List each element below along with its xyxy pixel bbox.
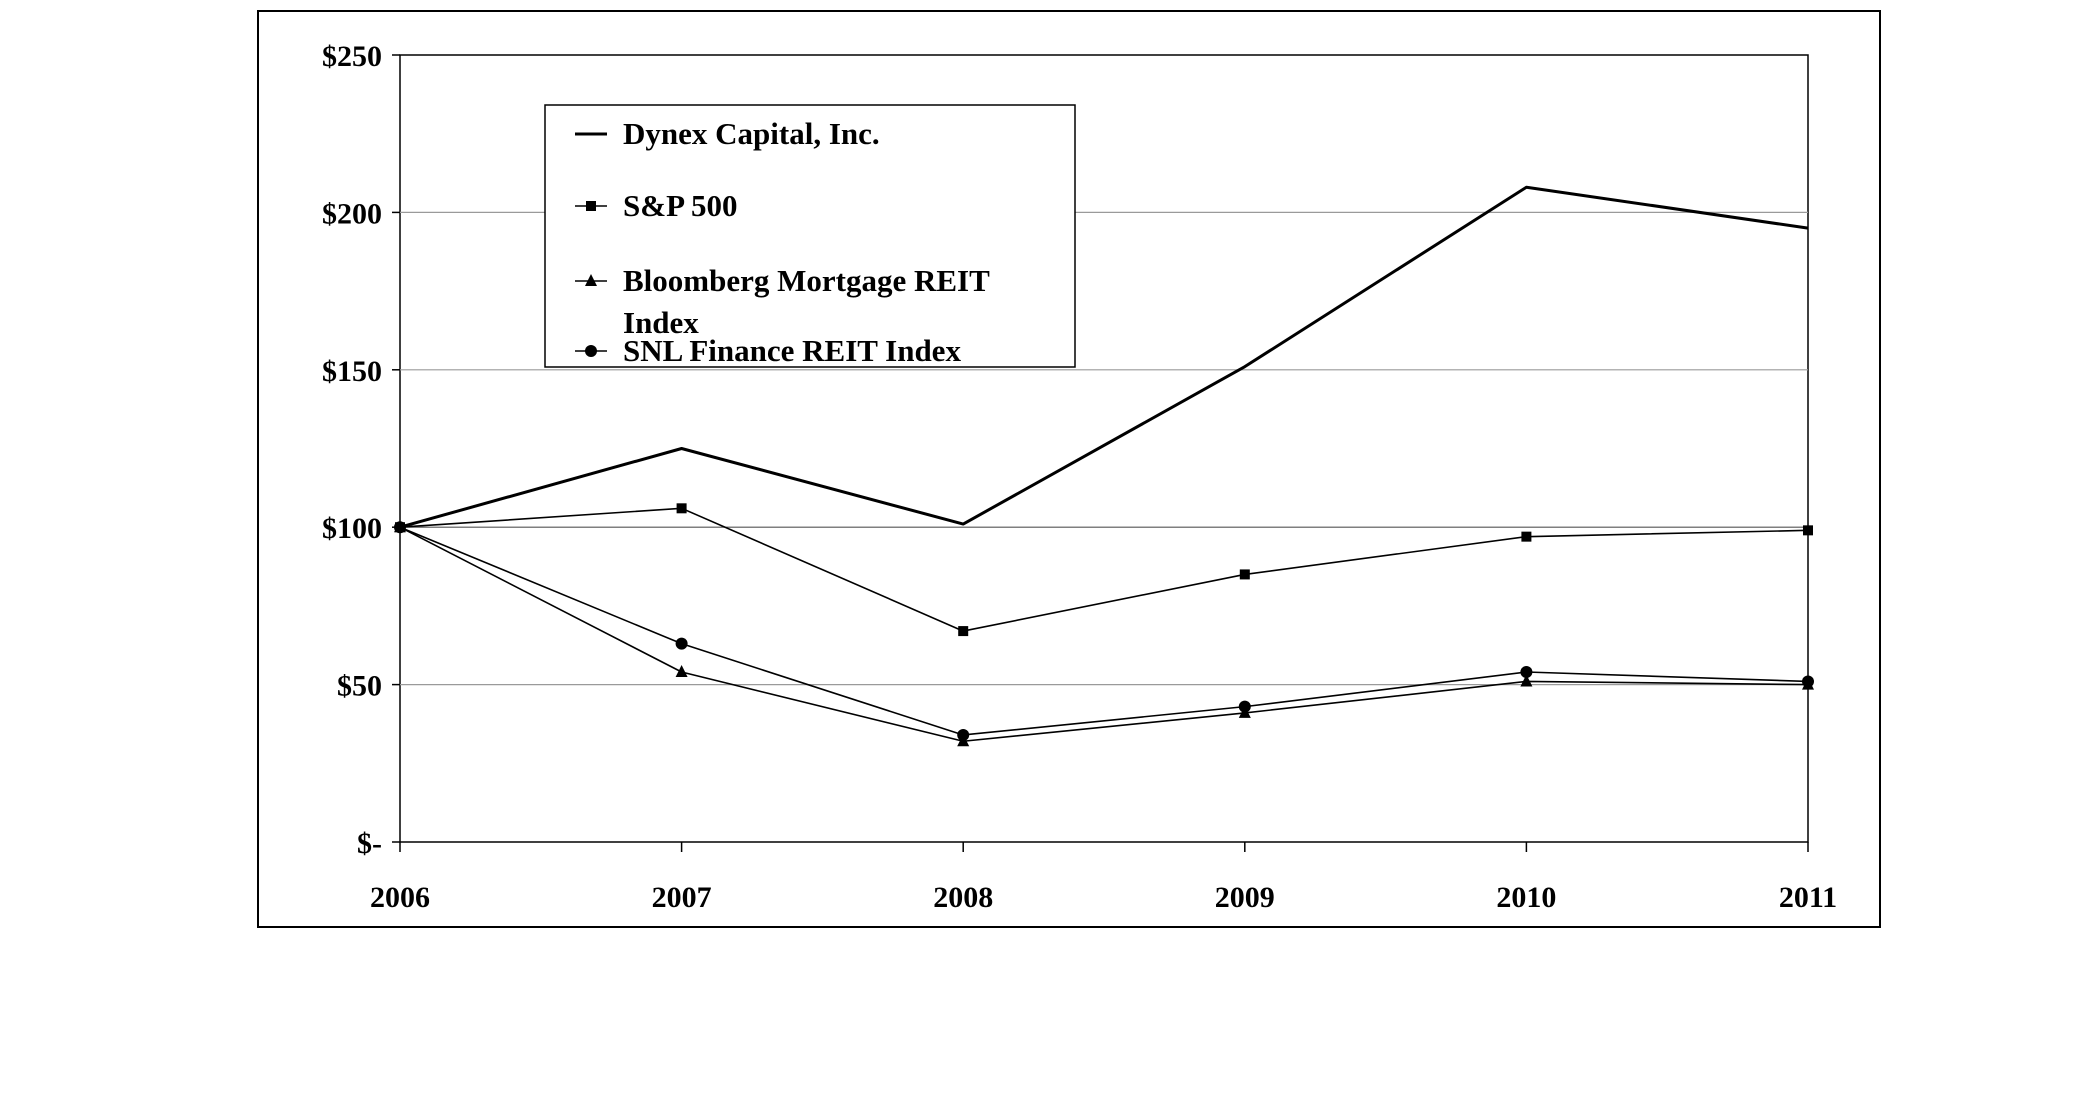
legend-label-bloomberg-mortgage-reit-index: Bloomberg Mortgage REIT Index	[623, 263, 990, 340]
y-tick-label: $-	[357, 827, 382, 860]
series-dynex-capital-inc	[399, 185, 1809, 529]
x-tick-label: 2008	[933, 881, 993, 914]
data-point-snl-finance-reit-index	[957, 728, 970, 741]
data-point-s-p-500	[676, 503, 687, 514]
x-tick-label: 2010	[1496, 881, 1556, 914]
series-lines	[394, 185, 1814, 747]
legend-marker-snl-finance-reit-index	[585, 345, 597, 357]
legend-marker-s-p-500	[586, 201, 596, 211]
data-point-s-p-500	[1239, 569, 1250, 580]
x-tick-label: 2009	[1215, 881, 1275, 914]
legend-label-snl-finance-reit-index: SNL Finance REIT Index	[623, 333, 961, 368]
y-tick-label: $200	[322, 197, 382, 230]
legend: Dynex Capital, Inc. S&P 500 Bloomberg Mort…	[544, 104, 1076, 368]
legend-label-dynex-capital-inc: Dynex Capital, Inc.	[623, 116, 880, 151]
y-tick-label: $50	[337, 670, 382, 703]
x-tick-label: 2006	[370, 881, 430, 914]
plot-area	[399, 54, 1809, 843]
series-line-s-p-500	[399, 507, 1809, 632]
series-line-bloomberg-mortgage-reit-index	[399, 526, 1809, 743]
data-point-bloomberg-mortgage-reit-index	[1520, 674, 1533, 687]
data-point-snl-finance-reit-index	[675, 637, 688, 650]
legend-label-s-p-500: S&P 500	[623, 188, 738, 223]
x-tick-label: 2011	[1779, 881, 1837, 914]
y-tick-label: $100	[322, 512, 382, 545]
data-point-bloomberg-mortgage-reit-index	[675, 665, 688, 678]
series-line-snl-finance-reit-index	[399, 526, 1809, 736]
y-tick-label: $250	[322, 40, 382, 73]
axes: $- $50 $100 $150 $200 $250 2006 2007 2008 2009 201…	[322, 40, 1837, 914]
legend-marker-bloomberg-mortgage-reit-index	[585, 274, 597, 286]
series-snl-finance-reit-index	[394, 521, 1814, 741]
data-point-snl-finance-reit-index	[1802, 675, 1814, 688]
data-point-snl-finance-reit-index	[1520, 666, 1533, 679]
data-point-s-p-500	[1803, 525, 1813, 536]
data-point-snl-finance-reit-index	[1238, 700, 1251, 713]
y-tick-label: $150	[322, 355, 382, 388]
x-tick-label: 2007	[652, 881, 712, 914]
data-point-s-p-500	[958, 626, 969, 637]
legend-box	[544, 104, 1076, 368]
data-point-snl-finance-reit-index	[394, 521, 406, 534]
data-point-s-p-500	[1521, 531, 1532, 542]
series-line-dynex-capital-inc	[399, 185, 1809, 529]
